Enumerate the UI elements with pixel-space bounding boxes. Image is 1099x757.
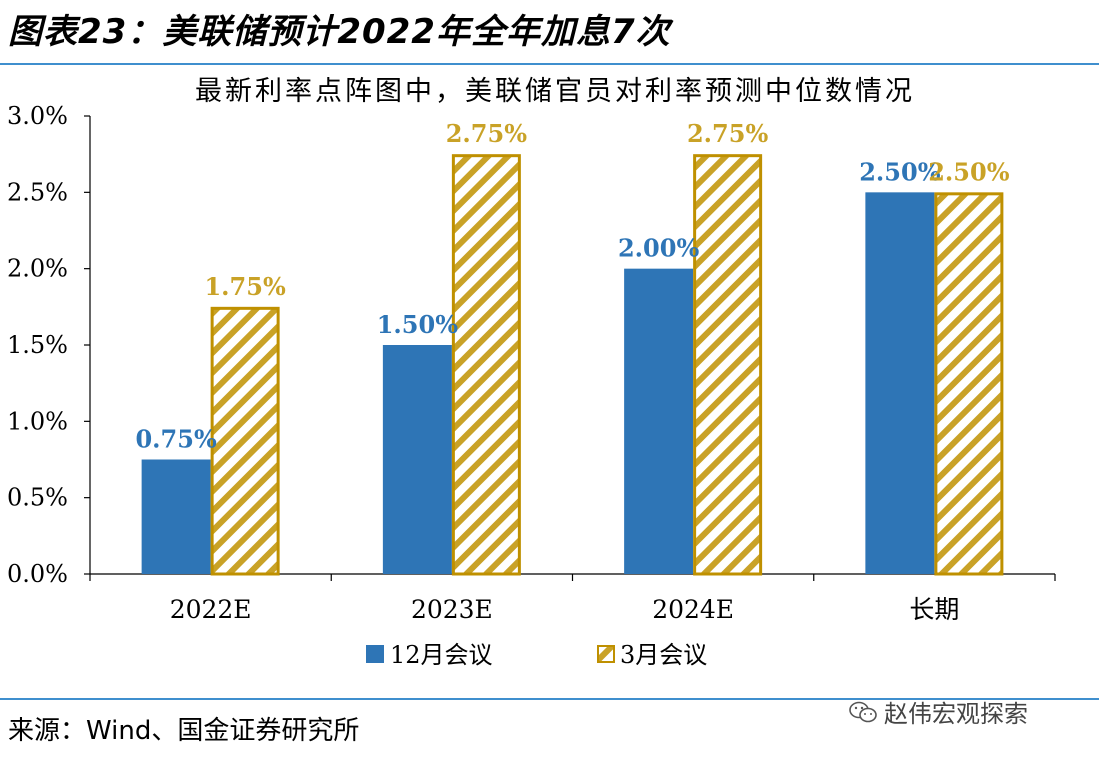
x-tick-label: 长期 xyxy=(909,595,959,624)
y-tick-label: 0.0% xyxy=(7,560,68,588)
figure-title: 图表23：美联储预计2022年全年加息7次 xyxy=(8,12,671,52)
bottom-rule xyxy=(0,698,1099,700)
chart: 最新利率点阵图中，美联储官员对利率预测中位数情况 0.0% 0.5% 1.0% 1.5… xyxy=(7,76,1056,669)
axes: 0.0% 0.5% 1.0% 1.5% 2.0% 2.5% 3.0% 2022E 2023E 20… xyxy=(7,102,1056,624)
data-labels: 0.75% 1.75% 1.50% 2.75% 2.00% 2.75% 2.50%2.50% xyxy=(135,119,1009,453)
bar-mar-meeting xyxy=(693,154,763,576)
chart-title: 最新利率点阵图中，美联储官员对利率预测中位数情况 xyxy=(195,76,915,107)
legend-swatch-mar-meeting xyxy=(597,645,615,663)
data-label-mar-meeting: 2.50% xyxy=(928,157,1009,186)
data-label-dec-meeting: 1.50% xyxy=(377,310,458,339)
top-rule xyxy=(0,63,1099,65)
y-tick-label: 3.0% xyxy=(7,102,68,130)
watermark: 赵伟宏观探索 xyxy=(848,694,1028,729)
bar-dec-meeting xyxy=(624,268,694,574)
bar-mar-meeting xyxy=(210,306,280,576)
data-label-mar-meeting: 2.75% xyxy=(687,119,768,148)
y-tick-label: 1.5% xyxy=(7,331,68,359)
bar-dec-meeting xyxy=(141,459,211,574)
data-label-dec-meeting: 2.00% xyxy=(618,234,699,263)
data-label-mar-meeting: 1.75% xyxy=(204,272,285,301)
bar-mar-meeting xyxy=(934,192,1004,576)
legend-label-dec-meeting: 12月会议 xyxy=(390,641,493,669)
bar-mar-meeting xyxy=(451,154,521,576)
x-tick-label: 2024E xyxy=(652,595,734,624)
watermark-text: 赵伟宏观探索 xyxy=(884,700,1028,728)
data-label-dec-meeting: 2.50% xyxy=(859,157,940,186)
y-tick-label: 1.0% xyxy=(7,407,68,435)
wechat-icon xyxy=(849,701,877,722)
x-tick-label: 2022E xyxy=(170,595,252,624)
data-label-mar-meeting: 2.75% xyxy=(446,119,527,148)
legend-swatch-dec-meeting xyxy=(366,645,384,663)
legend: 12月会议 3月会议 xyxy=(366,641,707,669)
data-label-dec-meeting: 0.75% xyxy=(135,425,216,454)
x-tick-label: 2023E xyxy=(411,595,493,624)
bar-dec-meeting xyxy=(382,345,452,574)
bar-dec-meeting xyxy=(865,192,935,574)
y-tick-label: 2.0% xyxy=(7,255,68,283)
source-note: 来源：Wind、国金证券研究所 xyxy=(8,716,360,746)
legend-label-mar-meeting: 3月会议 xyxy=(620,641,707,669)
y-tick-label: 0.5% xyxy=(7,484,68,512)
bars xyxy=(141,154,1004,576)
y-tick-label: 2.5% xyxy=(7,178,68,206)
